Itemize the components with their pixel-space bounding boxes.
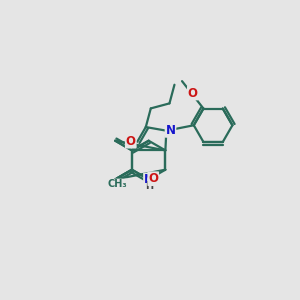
Text: O: O: [188, 86, 198, 100]
Text: O: O: [148, 172, 158, 185]
Text: N: N: [166, 124, 176, 137]
Text: N: N: [144, 173, 154, 187]
Text: CH₃: CH₃: [107, 179, 127, 189]
Text: H: H: [145, 181, 153, 190]
Text: O: O: [126, 135, 136, 148]
